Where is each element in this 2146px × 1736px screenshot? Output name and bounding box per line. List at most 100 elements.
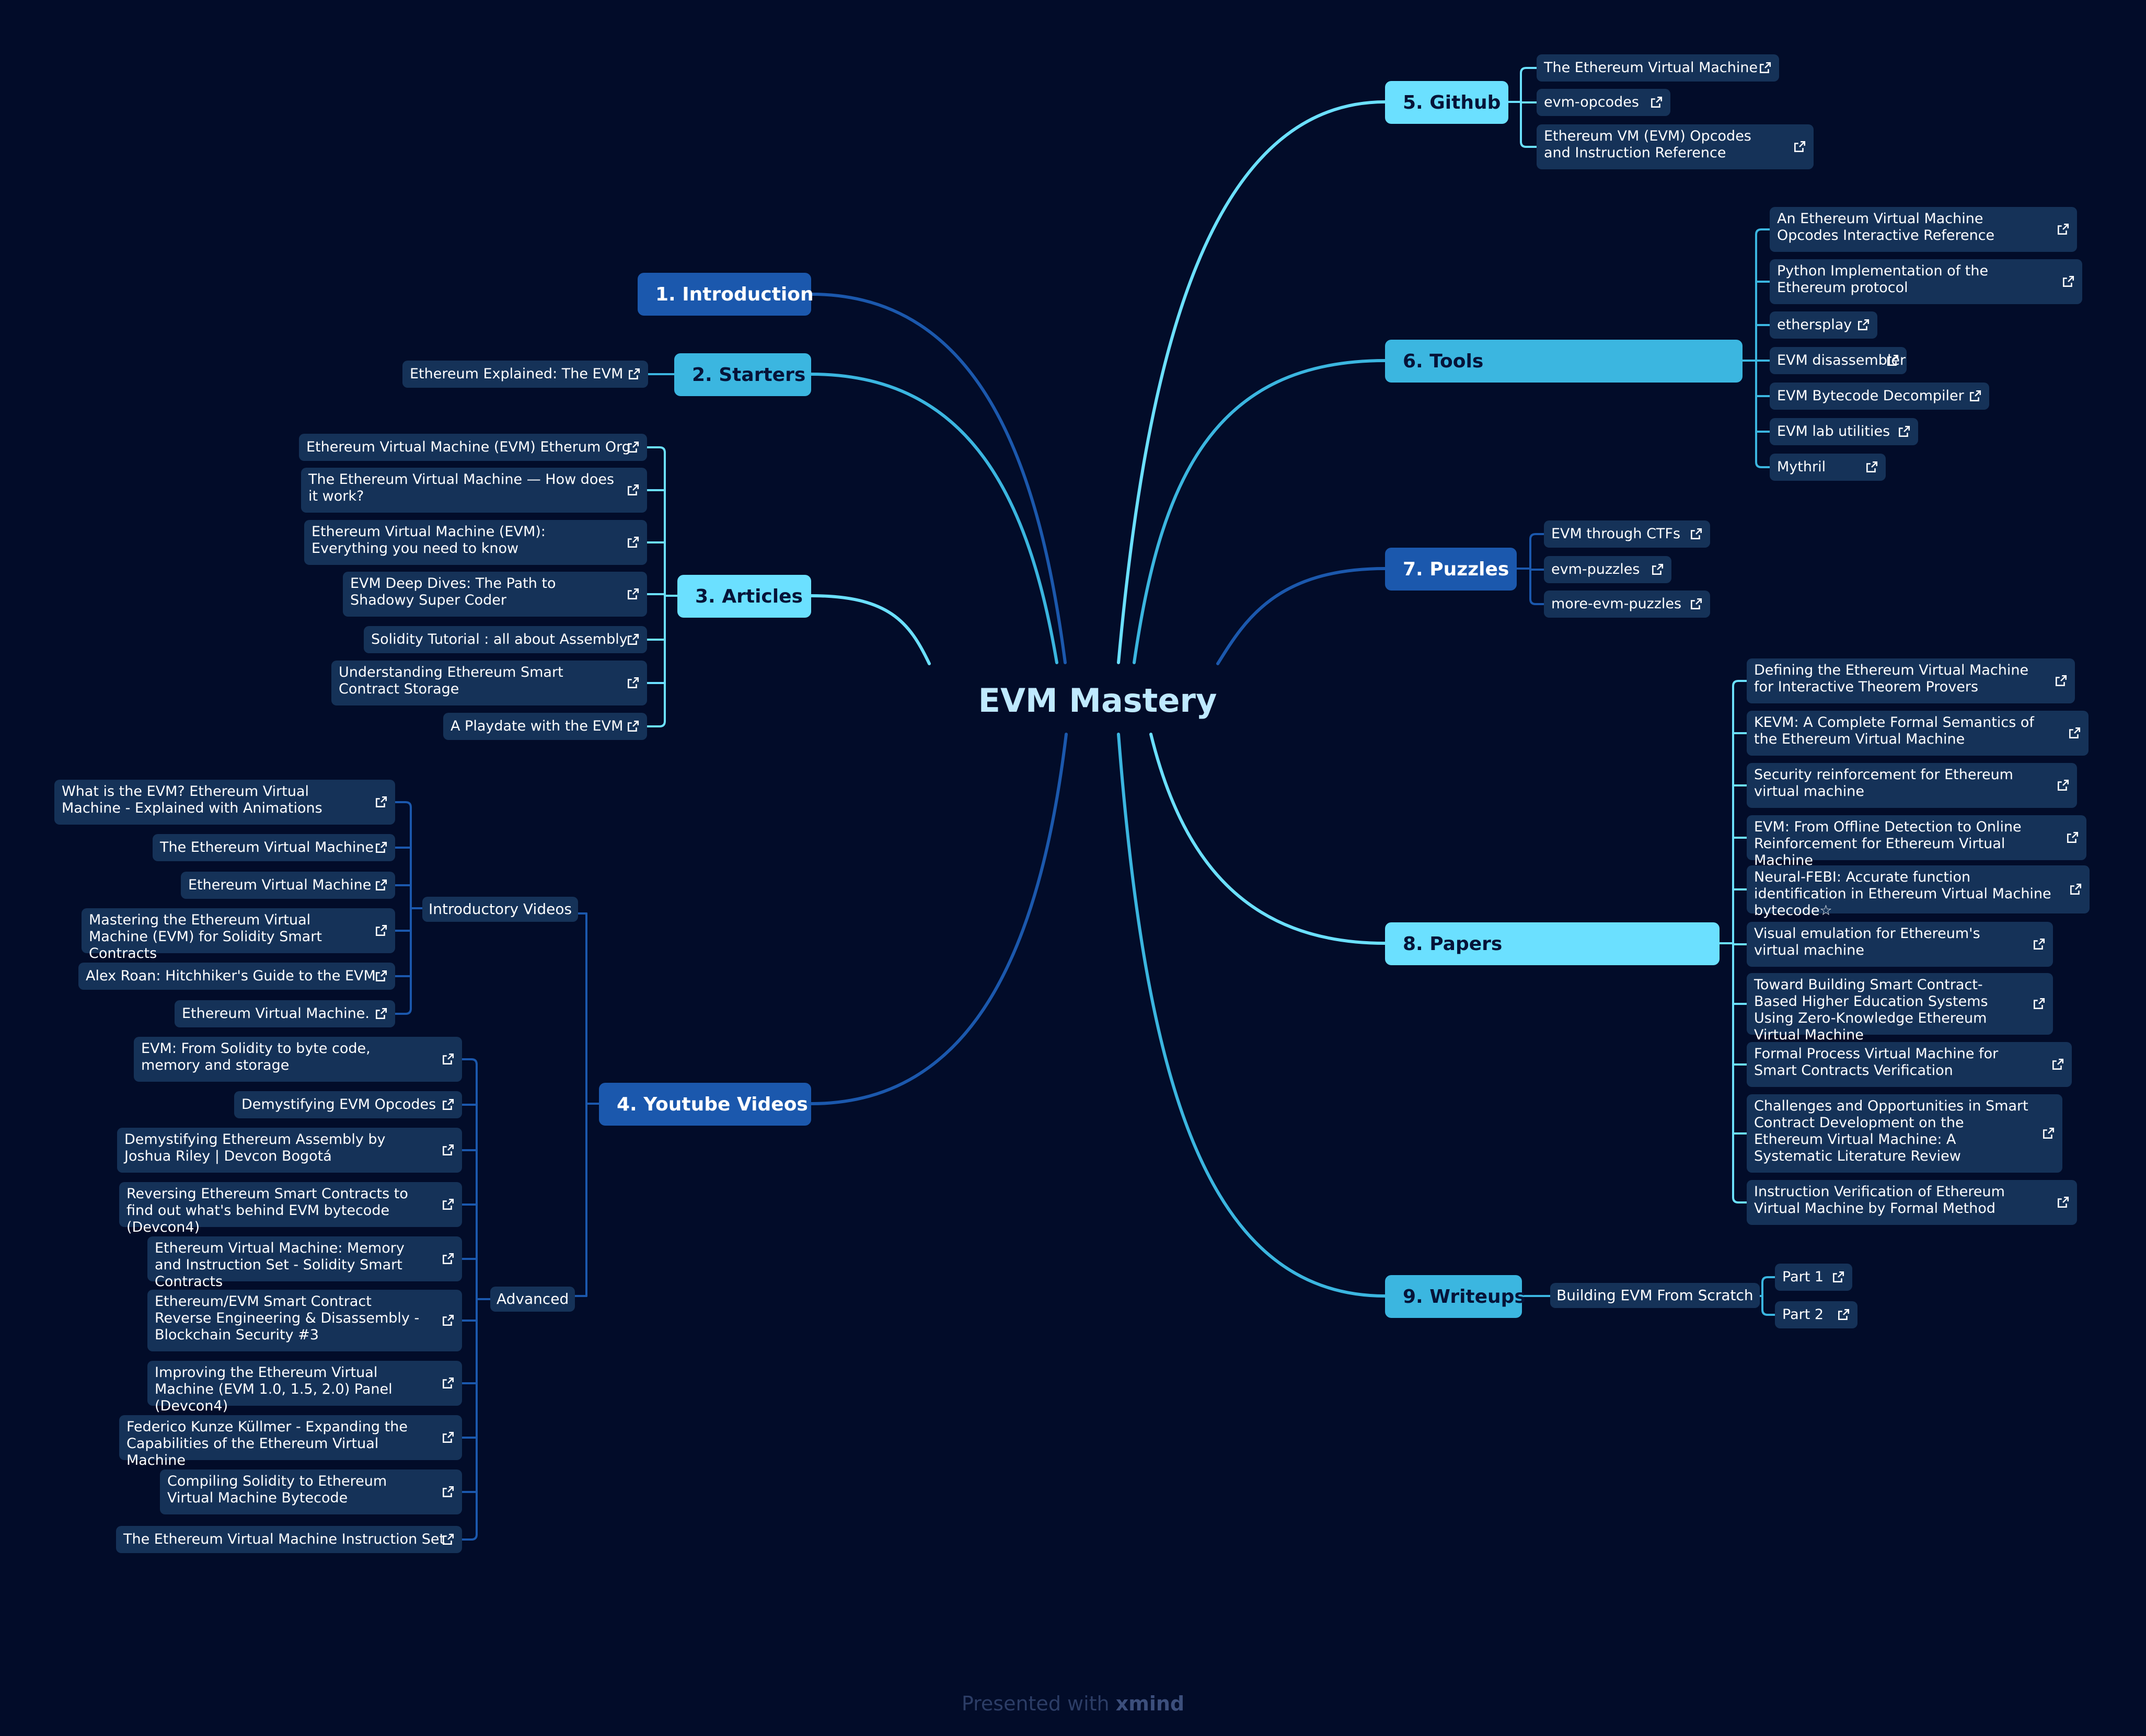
link-item[interactable]: A Playdate with the EVM bbox=[443, 713, 647, 740]
external-link-icon[interactable] bbox=[441, 1098, 455, 1112]
link-item[interactable]: Alex Roan: Hitchhiker's Guide to the EVM bbox=[78, 963, 395, 990]
link-item[interactable]: EVM Deep Dives: The Path to Shadowy Supe… bbox=[343, 572, 647, 617]
link-item[interactable]: Defining the Ethereum Virtual Machine fo… bbox=[1747, 658, 2075, 703]
link-item[interactable]: Solidity Tutorial : all about Assembly bbox=[364, 626, 647, 653]
link-item[interactable]: Ethereum Explained: The EVM bbox=[402, 361, 648, 388]
link-item[interactable]: Part 2 bbox=[1775, 1301, 1857, 1328]
external-link-icon[interactable] bbox=[1758, 61, 1772, 75]
external-link-icon[interactable] bbox=[1793, 140, 1806, 154]
external-link-icon[interactable] bbox=[1651, 563, 1664, 576]
external-link-icon[interactable] bbox=[1831, 1270, 1845, 1284]
external-link-icon[interactable] bbox=[1689, 527, 1703, 541]
link-item[interactable]: Ethereum/EVM Smart Contract Reverse Engi… bbox=[147, 1290, 462, 1351]
external-link-icon[interactable] bbox=[2032, 997, 2046, 1011]
external-link-icon[interactable] bbox=[2032, 938, 2046, 951]
external-link-icon[interactable] bbox=[2056, 1196, 2070, 1209]
link-item[interactable]: Understanding Ethereum Smart Contract St… bbox=[331, 661, 647, 705]
link-item[interactable]: Ethereum Virtual Machine. bbox=[175, 1000, 395, 1027]
link-item[interactable]: evm-opcodes bbox=[1537, 89, 1670, 116]
topic-github[interactable]: 5. Github bbox=[1385, 81, 1508, 124]
link-item[interactable]: Mythril bbox=[1770, 454, 1886, 481]
external-link-icon[interactable] bbox=[626, 483, 640, 497]
external-link-icon[interactable] bbox=[2056, 779, 2070, 792]
external-link-icon[interactable] bbox=[1865, 460, 1878, 474]
link-item[interactable]: The Ethereum Virtual Machine Instruction… bbox=[116, 1526, 462, 1553]
external-link-icon[interactable] bbox=[2068, 726, 2081, 740]
external-link-icon[interactable] bbox=[1856, 318, 1870, 332]
link-item[interactable]: more-evm-puzzles bbox=[1544, 591, 1710, 618]
link-item[interactable]: The Ethereum Virtual Machine bbox=[153, 834, 395, 861]
external-link-icon[interactable] bbox=[374, 924, 388, 938]
external-link-icon[interactable] bbox=[2056, 223, 2070, 236]
link-item[interactable]: Security reinforcement for Ethereum virt… bbox=[1747, 763, 2077, 808]
link-item[interactable]: Formal Process Virtual Machine for Smart… bbox=[1747, 1042, 2072, 1087]
link-item[interactable]: Improving the Ethereum Virtual Machine (… bbox=[147, 1361, 462, 1414]
external-link-icon[interactable] bbox=[441, 1533, 455, 1546]
link-item[interactable]: EVM through CTFs bbox=[1544, 520, 1710, 548]
topic-papers[interactable]: 8. Papers bbox=[1385, 922, 1720, 965]
external-link-icon[interactable] bbox=[2066, 831, 2079, 844]
link-item[interactable]: Python Implementation of the Ethereum pr… bbox=[1770, 259, 2082, 304]
external-link-icon[interactable] bbox=[374, 878, 388, 892]
external-link-icon[interactable] bbox=[627, 367, 641, 381]
external-link-icon[interactable] bbox=[441, 1143, 455, 1157]
external-link-icon[interactable] bbox=[626, 720, 640, 733]
link-item[interactable]: EVM Bytecode Decompiler bbox=[1770, 383, 1989, 410]
external-link-icon[interactable] bbox=[1886, 354, 1899, 367]
external-link-icon[interactable] bbox=[2061, 275, 2075, 288]
external-link-icon[interactable] bbox=[2041, 1127, 2055, 1140]
link-item[interactable]: Reversing Ethereum Smart Contracts to fi… bbox=[119, 1182, 462, 1235]
link-item[interactable]: EVM lab utilities bbox=[1770, 418, 1918, 445]
external-link-icon[interactable] bbox=[441, 1485, 455, 1499]
link-item[interactable]: EVM: From Solidity to byte code, memory … bbox=[134, 1037, 462, 1082]
link-item[interactable]: Ethereum Virtual Machine: Memory and Ins… bbox=[147, 1236, 462, 1290]
external-link-icon[interactable] bbox=[626, 633, 640, 646]
external-link-icon[interactable] bbox=[626, 536, 640, 549]
link-item[interactable]: ethersplay bbox=[1770, 311, 1877, 339]
link-item[interactable]: EVM: From Offline Detection to Online Re… bbox=[1747, 815, 2086, 869]
external-link-icon[interactable] bbox=[441, 1052, 455, 1066]
external-link-icon[interactable] bbox=[441, 1252, 455, 1266]
topic-youtube[interactable]: 4. Youtube Videos bbox=[599, 1083, 811, 1126]
link-item[interactable]: An Ethereum Virtual Machine Opcodes Inte… bbox=[1770, 207, 2077, 252]
external-link-icon[interactable] bbox=[441, 1314, 455, 1327]
subtopic-building-evm[interactable]: Building EVM From Scratch bbox=[1550, 1283, 1760, 1308]
link-item[interactable]: Challenges and Opportunities in Smart Co… bbox=[1747, 1094, 2062, 1173]
link-item[interactable]: Mastering the Ethereum Virtual Machine (… bbox=[82, 908, 395, 962]
external-link-icon[interactable] bbox=[441, 1431, 455, 1444]
external-link-icon[interactable] bbox=[1649, 96, 1663, 109]
topic-introduction[interactable]: 1. Introduction bbox=[638, 273, 814, 316]
topic-starters[interactable]: 2. Starters bbox=[674, 353, 811, 396]
link-item[interactable]: Demystifying EVM Opcodes bbox=[234, 1091, 462, 1118]
external-link-icon[interactable] bbox=[626, 676, 640, 690]
external-link-icon[interactable] bbox=[626, 587, 640, 601]
link-item[interactable]: Neural-FEBI: Accurate function identific… bbox=[1747, 865, 2090, 919]
external-link-icon[interactable] bbox=[374, 795, 388, 809]
topic-tools[interactable]: 6. Tools bbox=[1385, 340, 1743, 383]
external-link-icon[interactable] bbox=[1897, 425, 1911, 438]
link-item[interactable]: Ethereum Virtual Machine bbox=[181, 872, 395, 899]
subtopic-advanced[interactable]: Advanced bbox=[490, 1287, 575, 1312]
external-link-icon[interactable] bbox=[374, 841, 388, 854]
external-link-icon[interactable] bbox=[2054, 674, 2068, 688]
external-link-icon[interactable] bbox=[441, 1376, 455, 1390]
link-item[interactable]: Instruction Verification of Ethereum Vir… bbox=[1747, 1180, 2077, 1225]
topic-writeups[interactable]: 9. Writeups bbox=[1385, 1275, 1526, 1318]
topic-puzzles[interactable]: 7. Puzzles bbox=[1385, 548, 1517, 591]
external-link-icon[interactable] bbox=[441, 1198, 455, 1211]
link-item[interactable]: Federico Kunze Küllmer - Expanding the C… bbox=[119, 1415, 462, 1468]
central-topic[interactable]: EVM Mastery bbox=[978, 681, 1217, 720]
external-link-icon[interactable] bbox=[1689, 597, 1703, 611]
link-item[interactable]: Toward Building Smart Contract-Based Hig… bbox=[1747, 973, 2053, 1043]
external-link-icon[interactable] bbox=[374, 1007, 388, 1021]
external-link-icon[interactable] bbox=[626, 441, 640, 454]
external-link-icon[interactable] bbox=[2069, 883, 2082, 896]
subtopic-introductory-videos[interactable]: Introductory Videos bbox=[422, 897, 579, 922]
link-item[interactable]: Compiling Solidity to Ethereum Virtual M… bbox=[160, 1469, 462, 1514]
link-item[interactable]: Ethereum VM (EVM) Opcodes and Instructio… bbox=[1537, 124, 1814, 169]
link-item[interactable]: Ethereum Virtual Machine (EVM) Etherum O… bbox=[299, 434, 647, 461]
link-item[interactable]: The Ethereum Virtual Machine — How does … bbox=[301, 468, 647, 513]
external-link-icon[interactable] bbox=[1837, 1308, 1850, 1322]
link-item[interactable]: Visual emulation for Ethereum's virtual … bbox=[1747, 922, 2053, 967]
link-item[interactable]: KEVM: A Complete Formal Semantics of the… bbox=[1747, 711, 2089, 756]
